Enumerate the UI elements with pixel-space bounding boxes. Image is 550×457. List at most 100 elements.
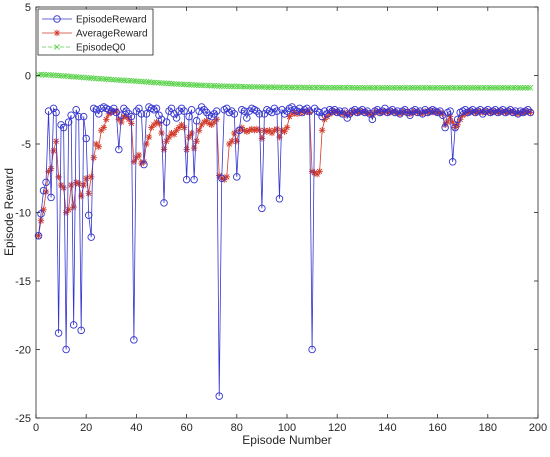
x-stroke [178,81,185,88]
data-point-episodereward [120,104,128,113]
x-stroke [58,72,65,79]
data-point-episodeq0 [422,84,428,91]
data-point-episodeq0 [60,72,67,79]
x-stroke [206,82,213,89]
data-point-episodeq0 [356,84,363,91]
data-point-episodeq0 [444,84,451,91]
data-point-episodeq0 [351,84,358,91]
data-point-episodeq0 [369,84,376,91]
data-point-averagereward [283,124,291,131]
x-stroke [269,84,275,91]
data-point-episodereward [59,123,68,132]
data-point-episodereward [253,107,261,115]
star-stroke [171,131,177,138]
data-point-episodeq0 [186,81,193,88]
data-point-episodereward [506,105,515,114]
data-point-episodeq0 [226,83,233,90]
data-point-averagereward [158,129,165,137]
data-point-episodereward [155,111,163,119]
star-stroke [186,134,192,140]
data-point-episodeq0 [246,83,253,90]
data-point-episodeq0 [213,82,220,89]
data-point-episodereward [310,104,319,113]
x-stroke [228,83,235,90]
y-tick-label: -20 [15,345,31,357]
data-point-episodereward [298,108,306,117]
data-point-episodeq0 [294,84,300,91]
data-point-episodeq0 [502,84,509,91]
x-stroke [462,84,469,91]
legend: EpisodeReward AverageReward EpisodeQ0 [37,8,154,56]
data-point-episodeq0 [452,84,459,91]
x-stroke [346,84,353,91]
data-point-episodeq0 [279,84,285,91]
data-point-episodeq0 [497,84,504,91]
data-point-episodeq0 [379,84,386,91]
data-point-episodeq0 [100,76,107,82]
x-stroke [371,84,378,91]
data-point-episodereward [280,110,289,118]
x-stroke [294,84,300,91]
data-point-episodeq0 [276,84,283,91]
x-stroke [90,75,97,82]
data-point-episodeq0 [105,76,112,83]
star-stroke [203,117,210,124]
x-stroke [123,77,130,84]
data-point-episodeq0 [123,77,130,84]
data-point-episodereward [212,107,221,115]
data-point-episodeq0 [45,71,52,78]
x-stroke [208,82,215,89]
x-stroke [231,83,238,90]
x-stroke [133,78,140,85]
x-stroke [429,84,436,91]
data-point-episodereward [180,107,188,115]
x-tick-label: 0 [33,422,39,434]
data-point-episodereward [72,105,80,114]
x-stroke [241,83,248,90]
star-stroke [73,179,79,186]
x-stroke [311,84,318,91]
data-point-episodereward [378,107,387,115]
star-stroke [279,127,285,134]
series-layer [34,71,535,400]
data-point-episodeq0 [424,84,431,91]
x-stroke [223,83,230,90]
star-stroke [93,141,99,147]
x-stroke [100,76,107,82]
data-point-averagereward [193,138,200,145]
data-point-episodeq0 [269,84,275,91]
data-point-episodereward [175,107,183,115]
star-stroke [118,119,125,125]
data-point-episodereward [79,112,88,121]
data-point-episodereward [34,232,43,240]
data-point-episodeq0 [291,84,298,91]
star-stroke [158,130,165,136]
data-point-episodeq0 [301,84,308,91]
data-point-episodeq0 [83,74,90,81]
x-stroke [289,84,295,91]
x-stroke [314,84,321,91]
data-point-episodeq0 [464,84,471,91]
data-point-episodeq0 [346,84,353,91]
data-point-episodereward [137,110,146,118]
x-stroke [168,80,175,87]
data-point-averagereward [183,146,190,153]
data-point-episodeq0 [146,79,152,85]
star-stroke [178,122,185,128]
x-stroke [161,80,167,87]
data-point-averagereward [65,206,72,213]
data-point-episodereward [200,105,208,114]
x-stroke [188,81,195,88]
data-point-episodereward [207,112,216,121]
x-stroke [477,84,484,91]
data-point-episodeq0 [374,84,381,91]
x-stroke [153,79,160,86]
x-stroke [309,84,316,91]
x-stroke [399,84,406,91]
star-stroke [241,127,248,134]
data-point-episodereward [446,107,454,115]
data-point-episodereward [315,108,324,117]
data-point-episodeq0 [467,84,474,91]
x-stroke [482,84,489,91]
data-point-episodeq0 [53,72,59,79]
